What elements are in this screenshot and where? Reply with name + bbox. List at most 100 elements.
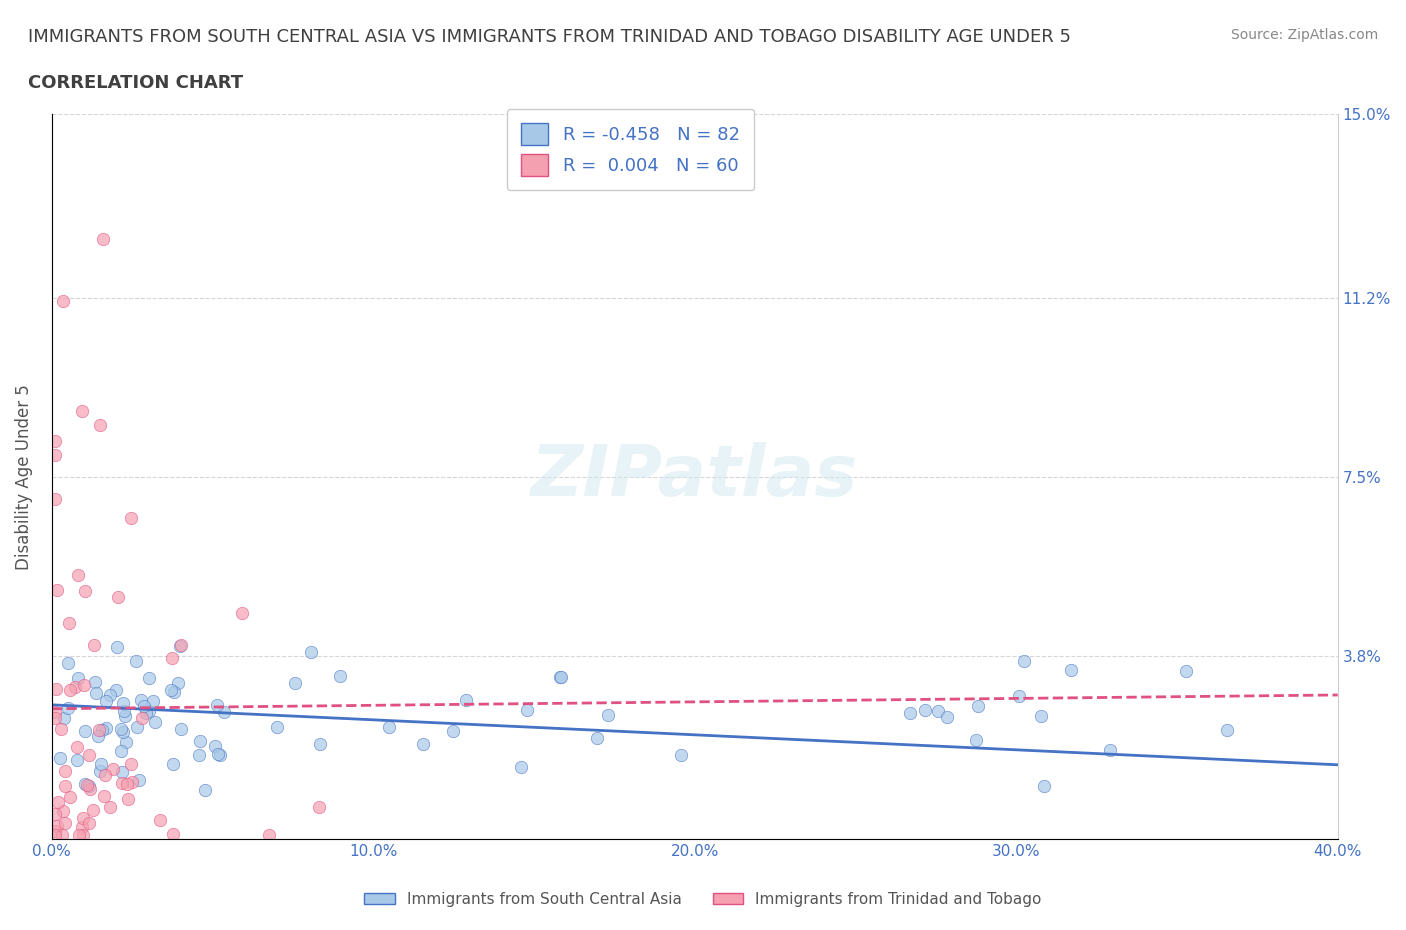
Point — [86, 685, 108, 700]
Text: IMMIGRANTS FROM SOUTH CENTRAL ASIA VS IMMIGRANTS FROM TRINIDAD AND TOBAGO DISABI: IMMIGRANTS FROM SOUTH CENTRAL ASIA VS IM… — [28, 28, 1071, 46]
Point — [117, 792, 139, 807]
Point — [112, 704, 135, 719]
Point — [143, 714, 166, 729]
Point — [132, 699, 155, 714]
Point — [205, 698, 228, 712]
Point — [65, 752, 87, 767]
Point — [163, 684, 186, 699]
Point — [77, 816, 100, 830]
Point — [73, 724, 96, 738]
Point — [79, 748, 101, 763]
Point — [45, 582, 67, 597]
Point — [548, 670, 571, 684]
Point — [170, 638, 193, 653]
Point — [73, 677, 96, 692]
Point — [58, 616, 80, 631]
Point — [160, 650, 183, 665]
Point — [90, 756, 112, 771]
Point — [44, 711, 66, 725]
Y-axis label: Disability Age Under 5: Disability Age Under 5 — [15, 384, 32, 569]
Point — [94, 768, 117, 783]
Point — [89, 418, 111, 432]
Point — [138, 704, 160, 719]
Legend: Immigrants from South Central Asia, Immigrants from Trinidad and Tobago: Immigrants from South Central Asia, Immi… — [359, 886, 1047, 913]
Point — [98, 800, 121, 815]
Point — [91, 232, 114, 246]
Point — [44, 806, 66, 821]
Point — [204, 738, 226, 753]
Point — [142, 693, 165, 708]
Point — [550, 670, 572, 684]
Point — [59, 790, 82, 804]
Point — [79, 781, 101, 796]
Point — [898, 705, 921, 720]
Point — [70, 819, 93, 834]
Point — [935, 710, 957, 724]
Point — [45, 682, 67, 697]
Point — [378, 719, 401, 734]
Point — [107, 590, 129, 604]
Point — [44, 705, 66, 720]
Point — [75, 777, 97, 791]
Point — [208, 747, 231, 762]
Point — [44, 433, 66, 448]
Point — [87, 729, 110, 744]
Point — [120, 511, 142, 525]
Point — [66, 671, 89, 685]
Point — [212, 705, 235, 720]
Point — [166, 676, 188, 691]
Point — [44, 447, 66, 462]
Point — [53, 778, 76, 793]
Point — [138, 671, 160, 685]
Text: CORRELATION CHART: CORRELATION CHART — [28, 74, 243, 92]
Point — [967, 698, 990, 713]
Point — [112, 696, 135, 711]
Point — [187, 748, 209, 763]
Point — [1098, 743, 1121, 758]
Point — [83, 638, 105, 653]
Point — [135, 706, 157, 721]
Point — [965, 733, 987, 748]
Point — [51, 827, 73, 842]
Point — [93, 789, 115, 804]
Point — [115, 777, 138, 791]
Point — [170, 722, 193, 737]
Point — [90, 723, 112, 737]
Point — [412, 737, 434, 751]
Point — [70, 404, 93, 418]
Text: ZIPatlas: ZIPatlas — [531, 442, 859, 512]
Point — [308, 799, 330, 814]
Point — [266, 720, 288, 735]
Point — [115, 735, 138, 750]
Point — [299, 644, 322, 659]
Point — [76, 777, 98, 792]
Point — [308, 737, 330, 751]
Point — [52, 294, 75, 309]
Point — [58, 655, 80, 670]
Point — [669, 747, 692, 762]
Point — [72, 827, 94, 842]
Point — [120, 757, 142, 772]
Point — [585, 731, 607, 746]
Point — [44, 492, 66, 507]
Point — [1012, 654, 1035, 669]
Point — [67, 827, 90, 842]
Point — [169, 639, 191, 654]
Point — [46, 818, 69, 833]
Point — [82, 803, 104, 817]
Point — [509, 760, 531, 775]
Point — [48, 751, 70, 765]
Text: Source: ZipAtlas.com: Source: ZipAtlas.com — [1230, 28, 1378, 42]
Point — [329, 669, 352, 684]
Point — [1029, 709, 1052, 724]
Point — [162, 826, 184, 841]
Point — [44, 827, 66, 842]
Point — [89, 764, 111, 779]
Point — [914, 703, 936, 718]
Point — [598, 708, 620, 723]
Point — [443, 724, 465, 738]
Point — [84, 674, 107, 689]
Point — [112, 724, 135, 739]
Point — [89, 723, 111, 737]
Point — [105, 639, 128, 654]
